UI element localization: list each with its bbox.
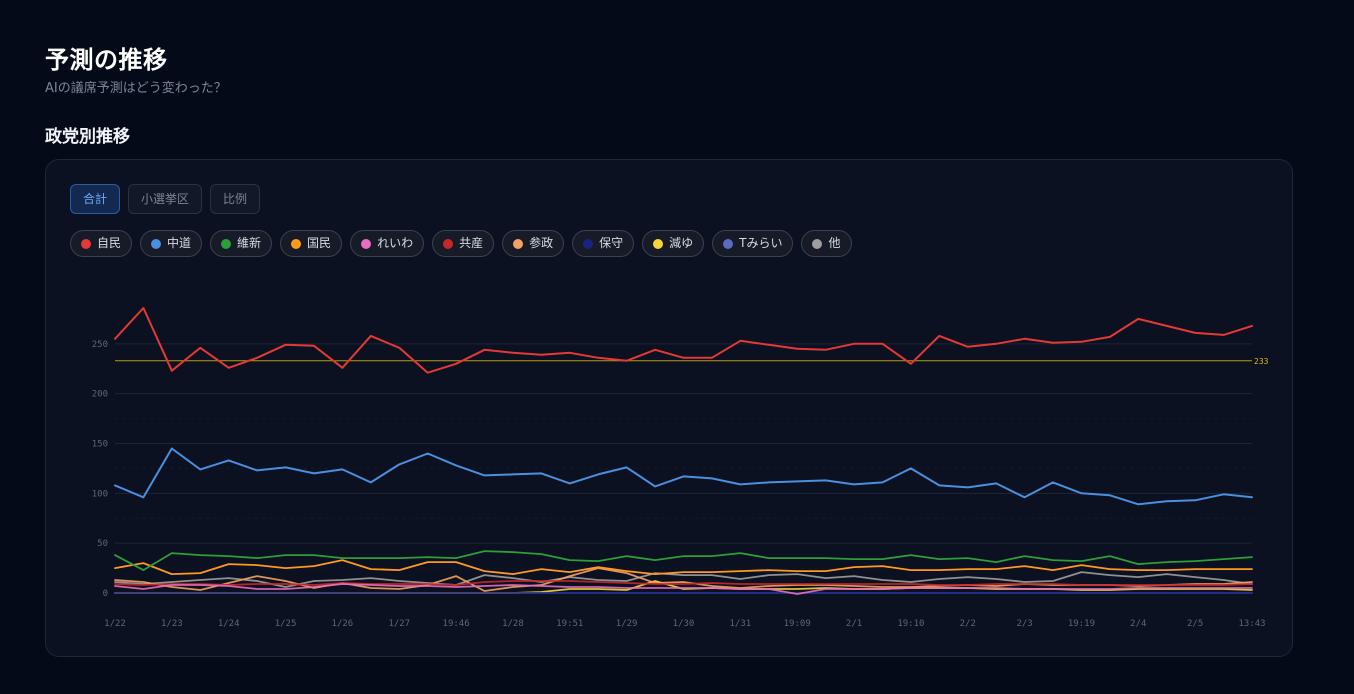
legend-item[interactable]: 保守 bbox=[572, 230, 635, 257]
legend-dot-icon bbox=[81, 238, 91, 249]
x-tick-label: 2/5 bbox=[1187, 619, 1203, 629]
legend-label: 他 bbox=[828, 236, 841, 250]
legend-label: 保守 bbox=[599, 236, 624, 250]
x-tick-label: 19:09 bbox=[784, 619, 811, 629]
legend-item[interactable]: 中道 bbox=[140, 230, 203, 257]
legend-dot-icon bbox=[443, 238, 454, 249]
legend-label: 自民 bbox=[97, 236, 122, 250]
x-tick-label: 1/23 bbox=[161, 619, 183, 629]
legend-label: 国民 bbox=[307, 236, 332, 250]
series-line bbox=[114, 571, 1253, 588]
x-tick-label: 2/1 bbox=[846, 619, 862, 629]
x-tick-label: 13:43 bbox=[1238, 619, 1265, 629]
legend-item[interactable]: 減ゆ bbox=[642, 230, 705, 257]
series-line bbox=[114, 583, 1253, 595]
x-tick-label: 2/2 bbox=[960, 619, 976, 629]
x-tick-label: 1/31 bbox=[730, 619, 752, 629]
y-tick-label: 100 bbox=[92, 489, 108, 499]
y-tick-label: 150 bbox=[92, 440, 108, 450]
chart-card: 合計 小選挙区 比例 自民 中道 維新 国民 れいわ 共産 参政 保守 減ゆ Tみらい 他 0 50 1… bbox=[45, 159, 1293, 657]
x-tick-label: 1/26 bbox=[332, 619, 354, 629]
legend-dot-icon bbox=[291, 238, 302, 249]
x-tick-label: 19:46 bbox=[443, 619, 470, 629]
x-tick-label: 1/30 bbox=[673, 619, 695, 629]
y-tick-label: 200 bbox=[92, 390, 108, 400]
series-line bbox=[114, 447, 1253, 506]
legend-item[interactable]: 国民 bbox=[280, 230, 343, 257]
y-tick-label: 250 bbox=[92, 340, 108, 350]
x-tick-label: 1/22 bbox=[104, 619, 126, 629]
x-tick-label: 1/28 bbox=[502, 619, 524, 629]
tab-proportional[interactable]: 比例 bbox=[210, 184, 261, 214]
legend-dot-icon bbox=[151, 238, 162, 249]
series-line bbox=[114, 307, 1253, 374]
legend: 自民 中道 維新 国民 れいわ 共産 参政 保守 減ゆ Tみらい 他 bbox=[70, 230, 852, 257]
legend-label: 参政 bbox=[529, 236, 554, 250]
x-tick-label: 2/3 bbox=[1016, 619, 1032, 629]
legend-item[interactable]: 参政 bbox=[502, 230, 565, 257]
legend-label: れいわ bbox=[377, 236, 414, 250]
legend-dot-icon bbox=[653, 238, 664, 249]
x-tick-label: 19:19 bbox=[1068, 619, 1095, 629]
line-chart: 0 50 100 150 200 250 233 1/22 1/23 1/24 1/25 1/26 1/… bbox=[92, 307, 1269, 629]
tab-bar: 合計 小選挙区 比例 bbox=[70, 184, 261, 214]
legend-dot-icon bbox=[513, 238, 524, 249]
series-line bbox=[114, 580, 1253, 586]
legend-item[interactable]: Tみらい bbox=[712, 230, 794, 257]
y-tick-label: 50 bbox=[97, 539, 108, 549]
series-line bbox=[114, 550, 1253, 572]
legend-item[interactable]: 共産 bbox=[432, 230, 495, 257]
x-tick-label: 19:51 bbox=[556, 619, 583, 629]
section-title: 政党別推移 bbox=[45, 127, 130, 147]
series-line bbox=[114, 559, 1253, 576]
legend-label: 中道 bbox=[167, 236, 192, 250]
legend-label: 減ゆ bbox=[669, 236, 694, 250]
x-tick-label: 1/25 bbox=[275, 619, 297, 629]
legend-label: 維新 bbox=[237, 236, 262, 250]
legend-dot-icon bbox=[361, 238, 372, 249]
x-tick-label: 1/27 bbox=[388, 619, 410, 629]
page-title: 予測の推移 bbox=[45, 46, 168, 74]
x-tick-label: 1/29 bbox=[616, 619, 638, 629]
tab-single-seat[interactable]: 小選挙区 bbox=[128, 184, 203, 214]
legend-item[interactable]: れいわ bbox=[350, 230, 425, 257]
legend-dot-icon bbox=[812, 238, 823, 249]
legend-label: Tみらい bbox=[739, 236, 783, 250]
legend-dot-icon bbox=[723, 238, 734, 249]
y-tick-label: 0 bbox=[103, 589, 108, 599]
legend-item[interactable]: 自民 bbox=[70, 230, 133, 257]
legend-item[interactable]: 維新 bbox=[210, 230, 273, 257]
legend-dot-icon bbox=[221, 238, 232, 249]
x-tick-label: 19:10 bbox=[897, 619, 924, 629]
x-tick-label: 2/4 bbox=[1130, 619, 1146, 629]
legend-label: 共産 bbox=[459, 236, 484, 250]
page-subtitle: AIの議席予測はどう変わった？ bbox=[45, 81, 227, 96]
x-tick-label: 1/24 bbox=[218, 619, 240, 629]
legend-dot-icon bbox=[583, 238, 594, 249]
legend-item[interactable]: 他 bbox=[801, 230, 852, 257]
reference-line-label: 233 bbox=[1254, 357, 1269, 366]
tab-total[interactable]: 合計 bbox=[70, 184, 121, 214]
